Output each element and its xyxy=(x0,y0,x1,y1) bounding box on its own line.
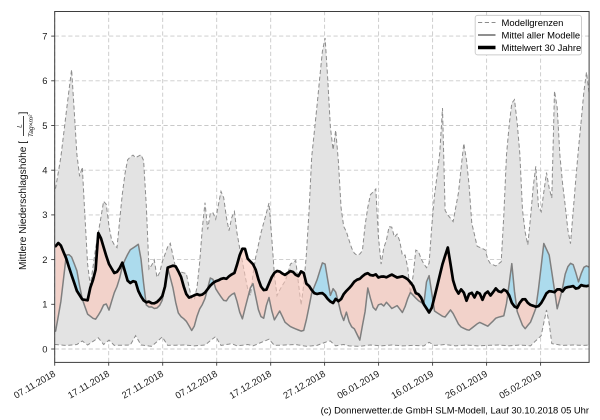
svg-text:07.11.2018: 07.11.2018 xyxy=(12,368,58,401)
svg-text:16.01.2019: 16.01.2019 xyxy=(389,368,435,401)
svg-text:Mittlere Niederschlagshöhe [: Mittlere Niederschlagshöhe [ xyxy=(18,141,29,270)
svg-text:]: ] xyxy=(18,112,29,115)
svg-text:Tag×m²: Tag×m² xyxy=(28,114,35,137)
svg-text:1: 1 xyxy=(42,299,47,310)
svg-text:(c) Donnerwetter.de GmbH SLM-M: (c) Donnerwetter.de GmbH SLM-Modell, Lau… xyxy=(321,405,589,416)
svg-text:27.12.2018: 27.12.2018 xyxy=(281,368,327,401)
svg-text:27.11.2018: 27.11.2018 xyxy=(120,368,166,401)
svg-text:17.12.2018: 17.12.2018 xyxy=(227,368,273,401)
svg-text:26.01.2019: 26.01.2019 xyxy=(443,368,489,401)
svg-text:L: L xyxy=(17,124,24,128)
svg-text:06.01.2019: 06.01.2019 xyxy=(335,368,381,401)
svg-text:7: 7 xyxy=(42,30,47,41)
svg-text:07.12.2018: 07.12.2018 xyxy=(173,368,219,401)
svg-text:17.11.2018: 17.11.2018 xyxy=(66,368,112,401)
svg-text:6: 6 xyxy=(42,75,47,86)
svg-text:Mittelwert 30 Jahre: Mittelwert 30 Jahre xyxy=(502,43,582,54)
svg-text:3: 3 xyxy=(42,209,47,220)
svg-text:2: 2 xyxy=(42,254,47,265)
svg-text:4: 4 xyxy=(42,165,47,176)
svg-text:Mittel aller Modelle: Mittel aller Modelle xyxy=(502,30,581,41)
svg-text:05.02.2019: 05.02.2019 xyxy=(497,368,543,401)
svg-text:0: 0 xyxy=(42,343,47,354)
svg-text:Modellgrenzen: Modellgrenzen xyxy=(502,18,564,29)
svg-text:5: 5 xyxy=(42,120,47,131)
